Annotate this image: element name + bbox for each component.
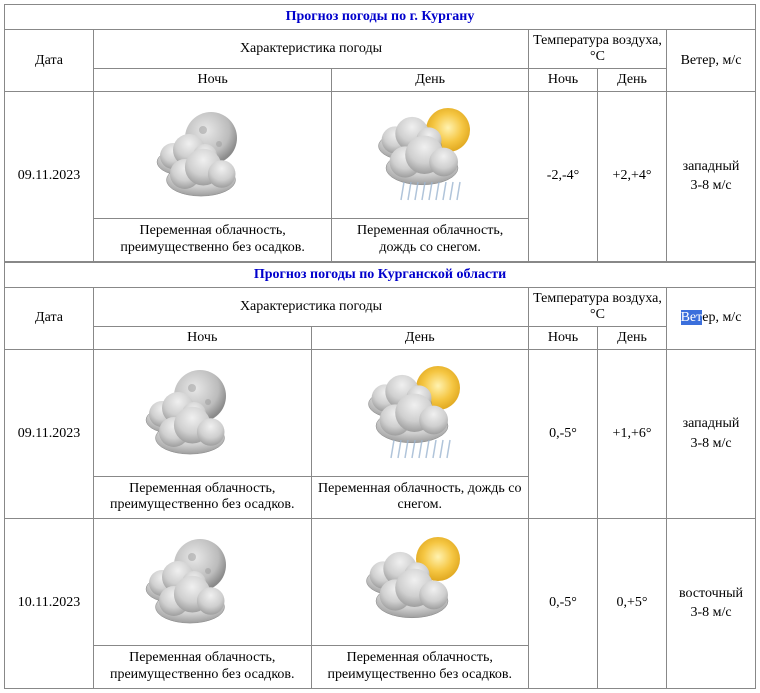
wind-dir: западный	[683, 159, 740, 174]
col-temp-night: Ночь	[529, 326, 598, 349]
col-wind: Ветер, м/с	[667, 30, 756, 92]
wind-speed: 3-8 м/с	[690, 605, 731, 620]
wind-hl: Вет	[681, 310, 703, 325]
wind-suffix: ер, м/с	[702, 310, 741, 325]
night-icon	[94, 92, 332, 219]
night-icon	[94, 519, 312, 646]
date-cell: 09.11.2023	[5, 92, 94, 262]
day-icon	[311, 519, 529, 646]
col-night: Ночь	[94, 69, 332, 92]
night-temp: 0,-5°	[529, 349, 598, 519]
wind-dir: западный	[683, 416, 740, 431]
day-desc: Переменная облачность, дождь со снегом.	[311, 476, 529, 519]
night-temp: 0,-5°	[529, 519, 598, 689]
wind-dir: восточный	[679, 586, 743, 601]
night-icon	[94, 349, 312, 476]
wind-cell: западный 3-8 м/с	[667, 92, 756, 262]
col-date: Дата	[5, 287, 94, 349]
col-weather: Характеристика погоды	[94, 287, 529, 326]
col-day: День	[311, 326, 529, 349]
col-temp: Температура воздуха, °C	[529, 287, 667, 326]
day-temp: +1,+6°	[598, 349, 667, 519]
col-wind: Ветер, м/с	[667, 287, 756, 349]
night-desc: Переменная облачность, преимущественно б…	[94, 476, 312, 519]
table-caption: Прогноз погоды по Курганской области	[5, 262, 756, 287]
wind-speed: 3-8 м/с	[690, 436, 731, 451]
col-temp: Температура воздуха, °C	[529, 30, 667, 69]
date-cell: 10.11.2023	[5, 519, 94, 689]
date-cell: 09.11.2023	[5, 349, 94, 519]
day-icon	[332, 92, 529, 219]
table-caption: Прогноз погоды по г. Кургану	[5, 5, 756, 30]
forecast-table: Прогноз погоды по г. КургануДатаХарактер…	[4, 4, 756, 262]
night-desc: Переменная облачность, преимущественно б…	[94, 219, 332, 262]
col-date: Дата	[5, 30, 94, 92]
night-temp: -2,-4°	[529, 92, 598, 262]
day-temp: +2,+4°	[598, 92, 667, 262]
col-temp-night: Ночь	[529, 69, 598, 92]
col-weather: Характеристика погоды	[94, 30, 529, 69]
wind-speed: 3-8 м/с	[690, 178, 731, 193]
night-desc: Переменная облачность, преимущественно б…	[94, 646, 312, 689]
day-desc: Переменная облачность, преимущественно б…	[311, 646, 529, 689]
col-temp-day: День	[598, 326, 667, 349]
col-temp-day: День	[598, 69, 667, 92]
day-desc: Переменная облачность, дождь со снегом.	[332, 219, 529, 262]
col-day: День	[332, 69, 529, 92]
day-temp: 0,+5°	[598, 519, 667, 689]
wind-cell: восточный 3-8 м/с	[667, 519, 756, 689]
wind-cell: западный 3-8 м/с	[667, 349, 756, 519]
day-icon	[311, 349, 529, 476]
forecast-table: Прогноз погоды по Курганской областиДата…	[4, 262, 756, 689]
col-night: Ночь	[94, 326, 312, 349]
